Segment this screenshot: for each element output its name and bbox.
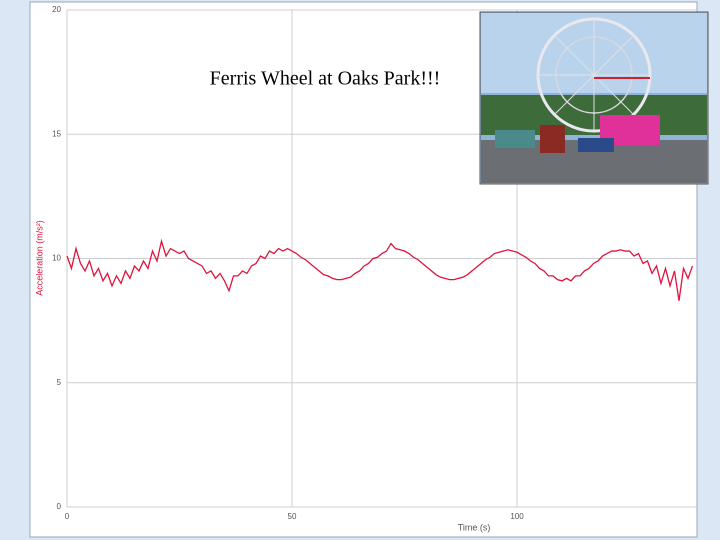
- y-tick-label: 10: [52, 254, 61, 263]
- y-tick-label: 20: [52, 5, 61, 14]
- data-line: [66, 238, 694, 301]
- y-tick-label: 15: [52, 129, 61, 138]
- annotation: Ferris Wheel at Oaks Park!!!: [210, 68, 441, 90]
- y-tick-label: 0: [57, 502, 62, 511]
- x-axis-label: Time (s): [458, 522, 491, 532]
- photo: [479, 11, 709, 185]
- x-tick-label: 0: [65, 512, 70, 521]
- y-tick-label: 5: [57, 378, 62, 387]
- x-tick-label: 100: [510, 512, 524, 521]
- x-tick-label: 50: [288, 512, 297, 521]
- y-axis-label: Acceleration (m/s²): [34, 220, 44, 296]
